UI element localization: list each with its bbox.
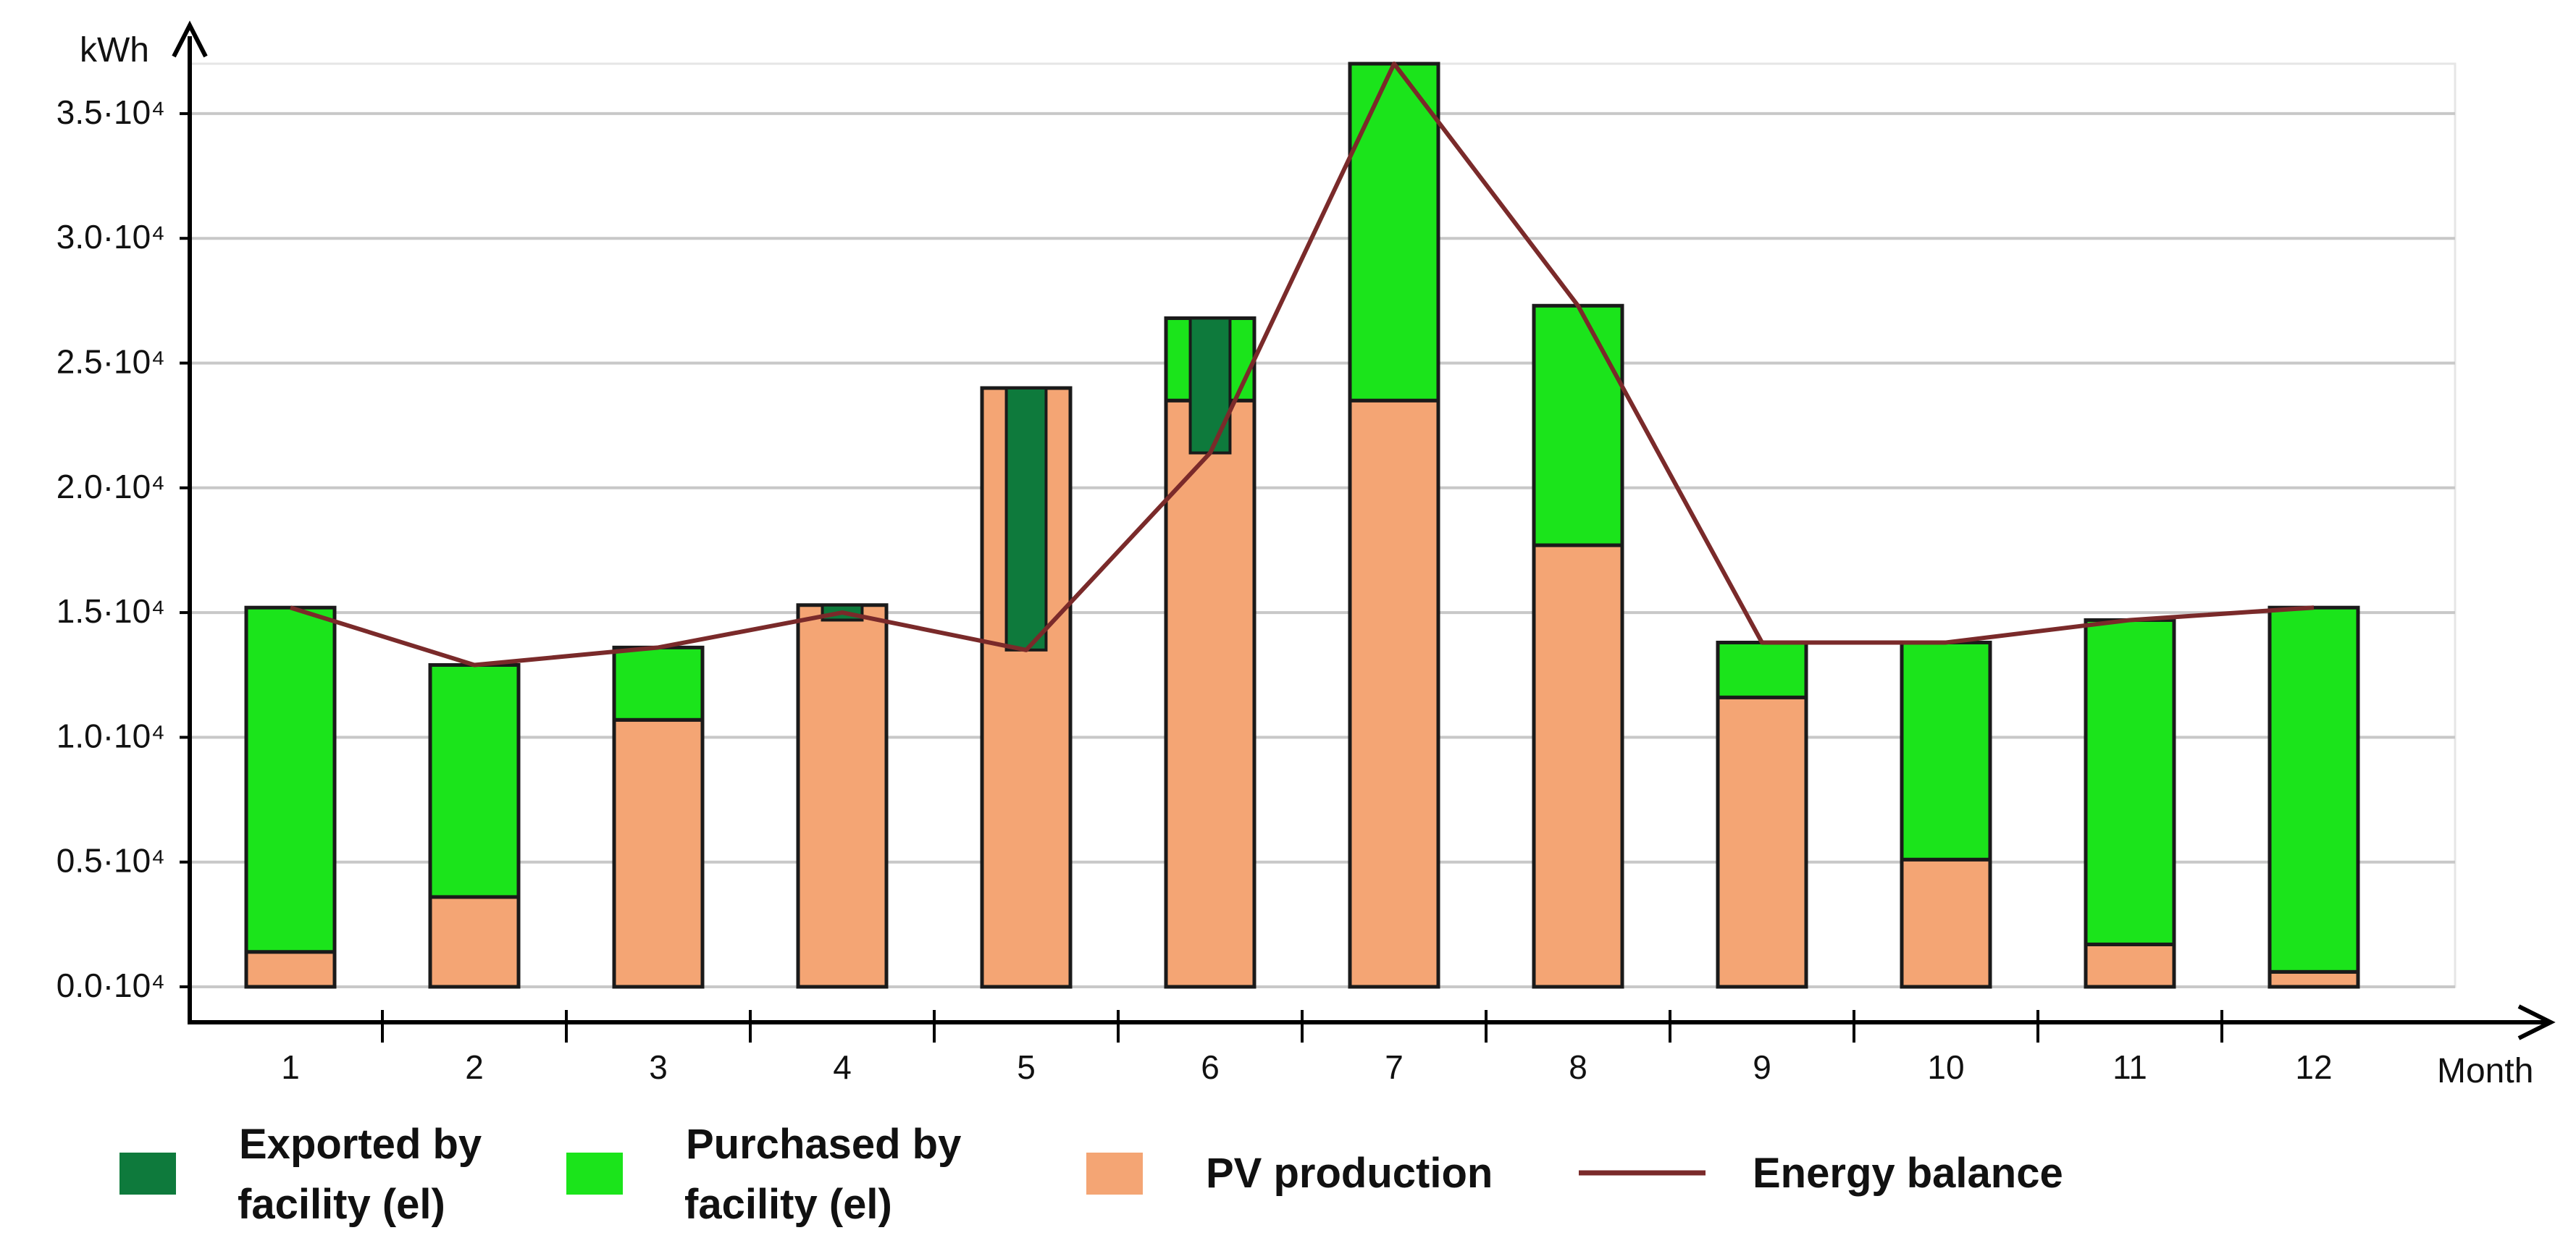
x-tick-label: 5 <box>1017 1048 1036 1086</box>
y-tick-label: 0.5·10⁴ <box>56 842 165 880</box>
bar-pv-production <box>1900 857 1992 989</box>
bar-purchased <box>244 605 337 954</box>
y-tick-label: 0.0·10⁴ <box>56 967 165 1004</box>
x-tick-label: 10 <box>1927 1048 1964 1086</box>
x-tick-label: 2 <box>465 1048 484 1086</box>
legend-item: Exported by facility (el) <box>119 1121 482 1228</box>
y-axis-title: kWh <box>80 31 149 70</box>
bar-pv-production <box>1348 398 1440 989</box>
bar-purchased <box>2084 618 2176 946</box>
bar-pv-production <box>2267 969 2360 989</box>
bar-pv-production <box>428 895 521 989</box>
legend-item: Energy balance <box>1579 1150 2063 1197</box>
bar-purchased <box>612 645 705 722</box>
y-tick-label: 2.0·10⁴ <box>56 468 165 505</box>
x-tick-label: 12 <box>2295 1048 2332 1086</box>
x-tick-label: 11 <box>2113 1048 2147 1086</box>
legend: Exported by facility (el) Purchased by faci… <box>119 1121 2063 1228</box>
bar-pv-production <box>1532 543 1624 989</box>
x-tick-label: 7 <box>1385 1048 1404 1086</box>
bar-purchased <box>1532 303 1624 547</box>
legend-label: Purchased by <box>686 1121 961 1168</box>
bar-purchased <box>1900 640 1992 862</box>
y-tick-label: 1.5·10⁴ <box>56 592 165 630</box>
legend-label: facility (el) <box>238 1181 445 1228</box>
x-tick-label: 9 <box>1753 1048 1771 1086</box>
x-axis-title: Month <box>2437 1052 2533 1090</box>
legend-label: Exported by <box>239 1121 482 1168</box>
y-tick-label: 3.0·10⁴ <box>56 218 165 256</box>
x-tick-label: 8 <box>1569 1048 1587 1086</box>
bar-purchased <box>1716 640 1808 699</box>
y-tick-label: 2.5·10⁴ <box>56 343 165 381</box>
tick-labels: 0.0·10⁴ 0.5·10⁴ 1.0·10⁴ 1.5·10⁴ 2.0·10⁴ 2.5·1… <box>56 93 2333 1086</box>
legend-label: Energy balance <box>1753 1150 2063 1197</box>
x-axis-arrow <box>2517 1004 2556 1040</box>
bar-pv-production <box>1716 695 1808 989</box>
legend-label: facility (el) <box>684 1181 892 1228</box>
y-tick-label: 3.5·10⁴ <box>56 93 165 131</box>
x-tick-label: 4 <box>833 1048 852 1086</box>
y-tick-label: 1.0·10⁴ <box>56 717 165 754</box>
energy-balance-polyline <box>290 62 2315 668</box>
legend-label: PV production <box>1206 1150 1493 1197</box>
legend-item: PV production <box>1086 1150 1493 1197</box>
bar-pv-production <box>612 717 705 989</box>
legend-item: Purchased by facility (el) <box>566 1121 961 1228</box>
bars <box>244 62 2360 989</box>
legend-swatch <box>566 1153 623 1195</box>
bar-purchased <box>2267 605 2360 974</box>
legend-swatch <box>1086 1153 1143 1195</box>
bar-pv-production <box>796 603 889 989</box>
axes <box>172 20 2556 1043</box>
x-tick-label: 6 <box>1201 1048 1220 1086</box>
bar-pv-production <box>1164 398 1256 989</box>
legend-swatch <box>119 1153 176 1195</box>
bar-exported <box>1004 386 1048 652</box>
bar-pv-production <box>2084 942 2176 989</box>
bar-purchased <box>428 662 521 899</box>
y-axis-arrow <box>172 20 208 58</box>
energy-balance-line <box>290 62 2315 668</box>
x-tick-label: 3 <box>649 1048 668 1086</box>
x-tick-label: 1 <box>281 1048 300 1086</box>
bar-purchased <box>1348 62 1440 403</box>
bar-pv-production <box>244 950 337 989</box>
bar-exported <box>1188 316 1232 455</box>
